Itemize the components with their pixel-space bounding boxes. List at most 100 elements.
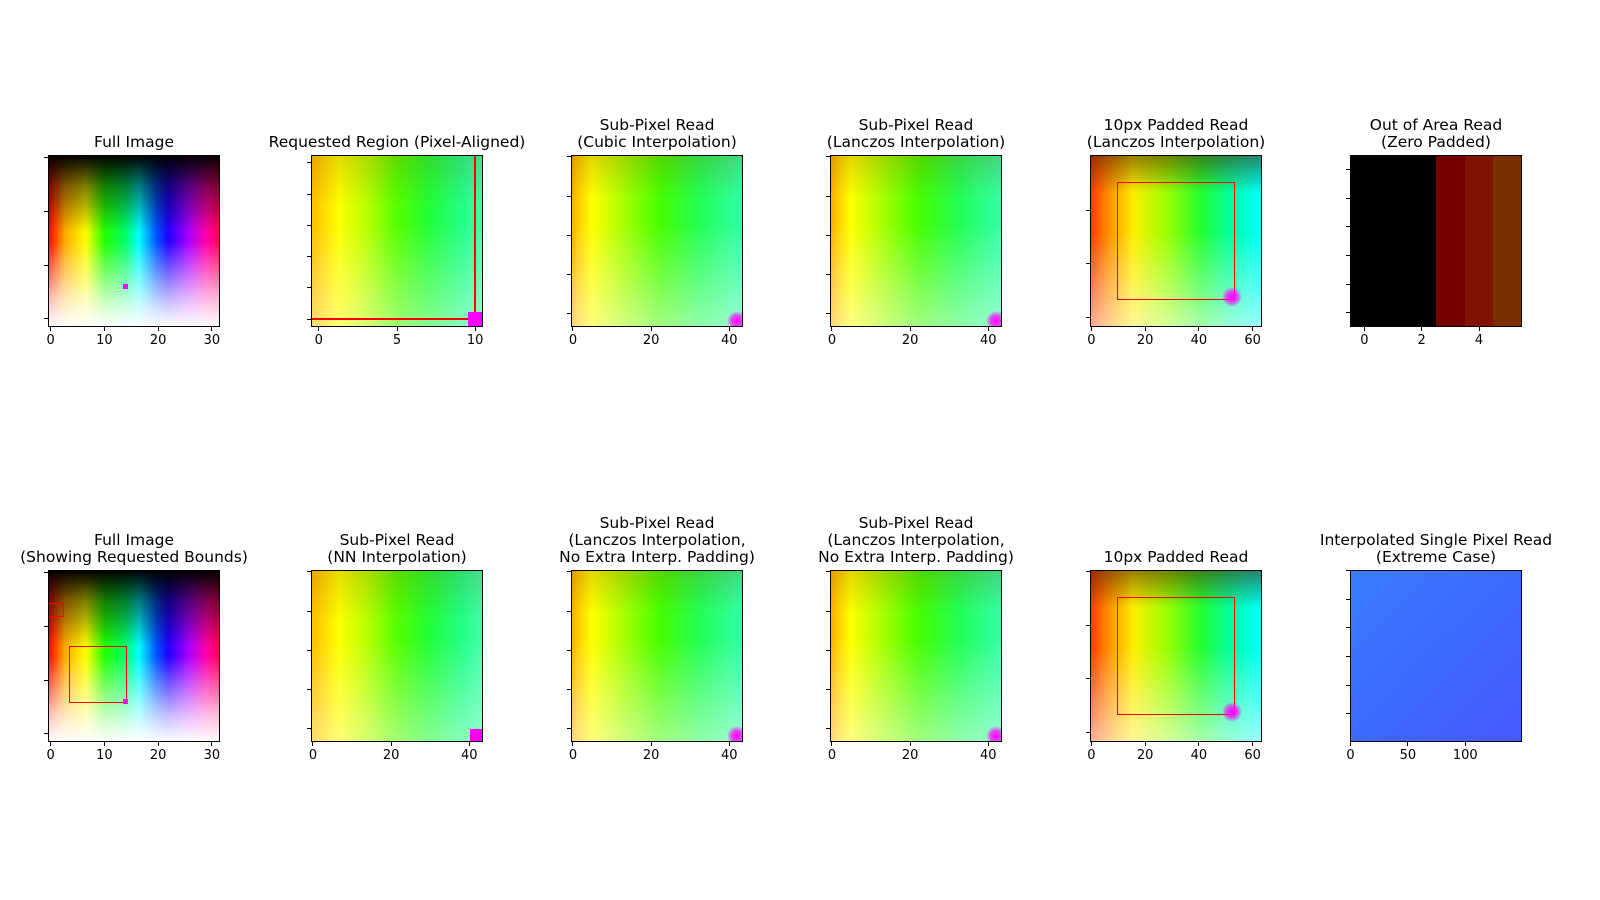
marker-pixel (727, 311, 743, 327)
y-tick (1346, 656, 1350, 658)
chart-title-line: No Extra Interp. Padding) (818, 548, 1014, 566)
y-tick (44, 264, 48, 266)
chart-title-line: No Extra Interp. Padding) (559, 548, 755, 566)
x-tick (1144, 742, 1146, 746)
x-tick (474, 327, 476, 331)
y-tick (44, 157, 48, 159)
chart-title-line: Full Image (94, 531, 174, 549)
x-tick (1090, 327, 1092, 331)
x-tick (390, 742, 392, 746)
x-tick-label: 10 (96, 333, 113, 348)
chart-title: Sub-Pixel Read (NN Interpolation) (327, 532, 466, 566)
x-tick (1198, 742, 1200, 746)
x-tick-label: 40 (461, 748, 478, 763)
x-tick-label: 4 (1474, 333, 1484, 348)
pixel-column (1436, 155, 1466, 327)
x-tick (312, 742, 314, 746)
x-tick-label: 40 (721, 748, 738, 763)
image-area (48, 570, 220, 742)
image-area (830, 570, 1002, 742)
x-tick-label: 2 (1417, 333, 1426, 348)
x-tick (1478, 327, 1480, 331)
chart-title: Requested Region (Pixel-Aligned) (269, 134, 526, 151)
x-tick (1090, 742, 1092, 746)
marker-pixel (468, 312, 483, 327)
x-tick (211, 742, 213, 746)
chart-title-line: (Lanczos Interpolation) (1086, 133, 1266, 151)
x-tick-label: 20 (642, 748, 660, 763)
y-tick (826, 688, 830, 690)
chart-title-line: (Extreme Case) (1375, 548, 1497, 566)
y-tick (1086, 624, 1090, 626)
requested-bounds-rect (1116, 596, 1236, 716)
chart-title: Sub-Pixel Read (Lanczos Interpolation, No … (559, 515, 755, 566)
chart-title: Full Image (Showing Requested Bounds) (20, 532, 248, 566)
y-tick (307, 727, 311, 729)
chart-title: Interpolated Single Pixel Read (Extreme C… (1320, 532, 1552, 566)
x-tick-label: 0 (568, 333, 578, 348)
y-tick (1346, 283, 1350, 285)
x-tick (987, 742, 989, 746)
y-tick (307, 256, 311, 258)
y-tick (567, 273, 571, 275)
x-tick (1144, 327, 1146, 331)
y-tick (1086, 678, 1090, 680)
y-tick (826, 234, 830, 236)
x-tick-label: 50 (1399, 748, 1417, 763)
x-tick-label: 20 (1136, 748, 1154, 763)
chart-title-line: 10px Padded Read (1103, 548, 1249, 566)
x-tick (1407, 742, 1409, 746)
y-tick (44, 733, 48, 735)
pixel-column (1464, 155, 1494, 327)
pixel-column (1407, 155, 1437, 327)
x-tick-label: 5 (392, 333, 402, 348)
region-boundary-vertical (474, 155, 476, 327)
image-area (571, 155, 743, 327)
chart-title: Sub-Pixel Read (Cubic Interpolation) (577, 117, 737, 151)
marker-pixel (1222, 287, 1243, 308)
marker-pixel (986, 726, 1002, 742)
y-tick (307, 688, 311, 690)
image-area (1090, 155, 1262, 327)
x-tick (572, 742, 574, 746)
chart-title-line: Requested Region (Pixel-Aligned) (268, 133, 526, 151)
image-area (830, 155, 1002, 327)
x-tick-label: 20 (901, 748, 919, 763)
x-tick-label: 0 (827, 333, 837, 348)
chart-title: Sub-Pixel Read (Lanczos Interpolation) (827, 117, 1005, 151)
y-tick (1346, 197, 1350, 199)
y-tick (826, 610, 830, 612)
y-tick (1346, 312, 1350, 314)
y-tick (567, 195, 571, 197)
x-tick-label: 0 (46, 333, 55, 348)
x-tick-label: 40 (1190, 748, 1208, 763)
requested-bounds-rect (1116, 181, 1236, 301)
y-tick (307, 318, 311, 320)
y-tick (1346, 168, 1350, 170)
y-tick (307, 571, 311, 573)
y-tick (826, 727, 830, 729)
y-tick (567, 649, 571, 651)
chart-title: 10px Padded Read (1104, 549, 1249, 566)
x-tick (650, 327, 652, 331)
y-tick (1346, 254, 1350, 256)
y-tick (826, 571, 830, 573)
x-tick-label: 100 (1452, 748, 1478, 763)
x-tick-label: 20 (149, 748, 167, 763)
x-tick-label: 0 (314, 333, 323, 348)
y-tick (1346, 684, 1350, 686)
x-tick-label: 30 (203, 333, 221, 348)
y-tick (307, 224, 311, 226)
x-tick (1363, 327, 1365, 331)
marker-pixel (470, 729, 483, 742)
marker-pixel (123, 699, 129, 705)
marker-pixel (986, 311, 1002, 327)
x-tick (50, 742, 52, 746)
x-tick (396, 327, 398, 331)
x-tick-label: 20 (642, 333, 660, 348)
pixel-column (1350, 155, 1380, 327)
chart-title-line: 10px Padded Read (1103, 116, 1249, 134)
x-tick-label: 40 (980, 333, 997, 348)
x-tick-label: 60 (1244, 748, 1261, 763)
pixel-column (1493, 155, 1522, 327)
